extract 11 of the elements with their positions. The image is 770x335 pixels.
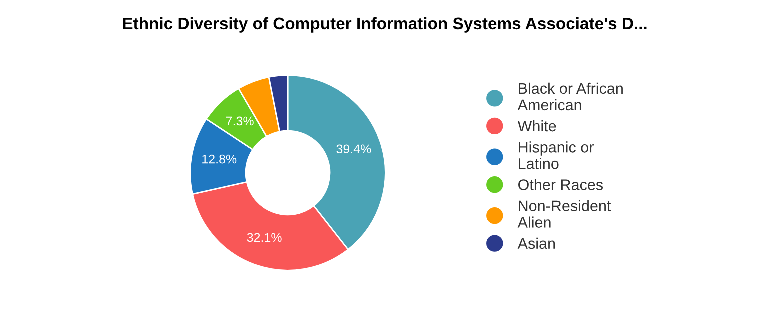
data-label: 7.3% (226, 116, 254, 126)
legend-label: Non-Resident Alien (518, 200, 612, 228)
chart-title: Ethnic Diversity of Computer Information Systems Associate's D... (123, 17, 647, 33)
legend-label: Black or African American (518, 82, 623, 111)
legend-label: Other Races (518, 179, 603, 190)
legend-label: White (518, 120, 556, 132)
data-label: 32.1% (247, 233, 282, 242)
data-label: 39.4% (336, 144, 372, 154)
data-label: 12.8% (202, 154, 237, 164)
legend-label: Hispanic or Latino (519, 142, 594, 170)
legend-label: Asian (518, 238, 556, 250)
